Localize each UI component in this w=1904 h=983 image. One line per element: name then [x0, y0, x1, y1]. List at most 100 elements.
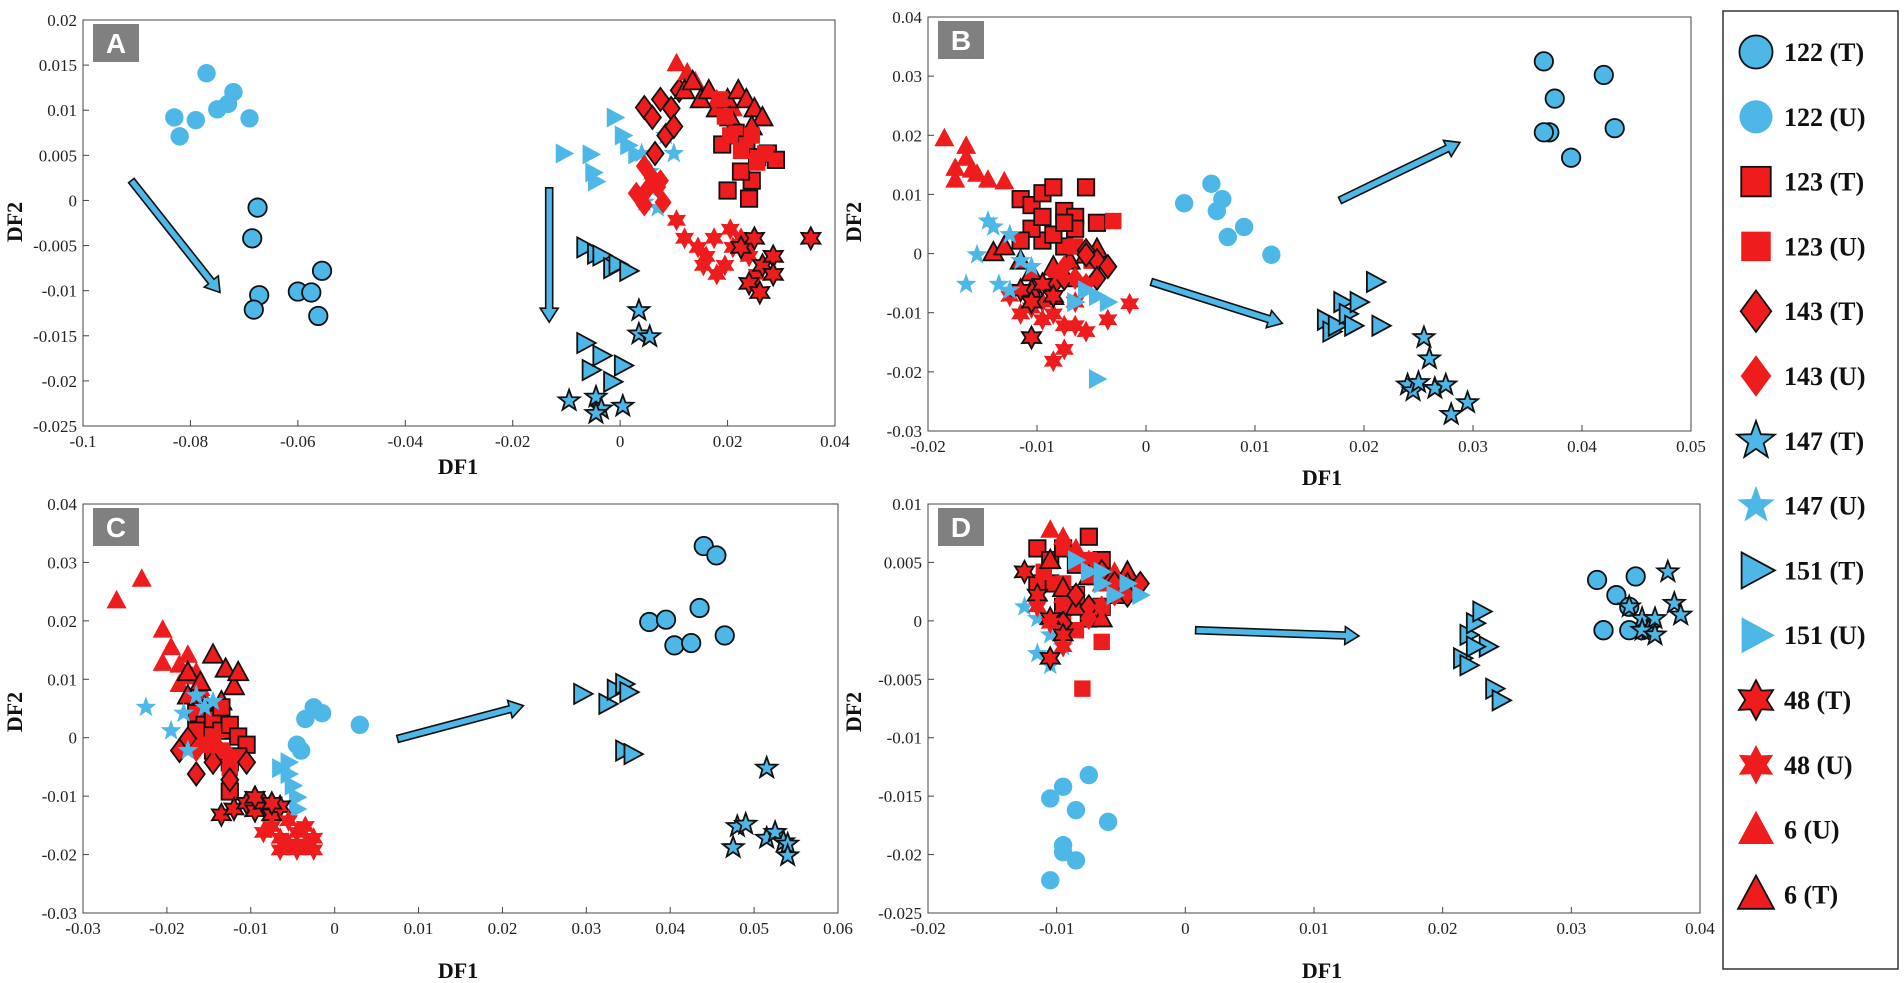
data-point [1119, 573, 1138, 594]
y-axis-label: DF2 [2, 202, 27, 242]
data-point [1491, 688, 1513, 712]
data-point [204, 733, 222, 757]
series-151-t [1453, 599, 1513, 712]
legend-marker [1740, 165, 1772, 198]
data-point [1105, 212, 1122, 230]
data-point [715, 254, 735, 277]
data-point [1098, 812, 1118, 832]
data-point [311, 260, 333, 281]
data-point [977, 210, 999, 230]
data-point [748, 279, 771, 306]
data-point [295, 815, 315, 838]
data-point [1053, 635, 1073, 658]
data-point [1416, 345, 1443, 370]
data-point [280, 752, 300, 773]
panel-label: D [951, 512, 971, 543]
y-tick-label: -0.02 [887, 363, 922, 382]
panel-label-box [93, 24, 139, 62]
data-point [1344, 314, 1366, 338]
panel-label-box [93, 508, 139, 546]
y-tick-label: 0.02 [47, 612, 77, 631]
data-point [556, 387, 583, 412]
data-point [696, 245, 716, 268]
data-point [221, 744, 239, 768]
data-point [1472, 599, 1494, 624]
data-point [1027, 595, 1047, 618]
data-point [1038, 645, 1062, 672]
data-point [720, 218, 740, 241]
x-tick-label: -0.08 [173, 432, 208, 451]
series-147-t [556, 296, 663, 425]
data-point [1098, 308, 1118, 331]
data-point [608, 252, 630, 277]
data-point [625, 296, 652, 322]
legend-marker [1741, 231, 1771, 262]
y-tick-label: 0.01 [892, 185, 922, 204]
data-point [961, 159, 982, 178]
data-point [1042, 283, 1065, 310]
data-point [1544, 88, 1565, 109]
data-point [1053, 843, 1073, 862]
data-point [1459, 653, 1481, 677]
y-axis-label: DF2 [841, 202, 866, 242]
data-point [1606, 585, 1627, 606]
data-point [1410, 323, 1437, 349]
legend-label: 48 (U) [1784, 751, 1853, 780]
data-point [295, 833, 315, 856]
legend-label: 6 (T) [1784, 880, 1838, 909]
data-point [988, 273, 1010, 294]
series-147-t [720, 754, 801, 867]
data-point [1067, 622, 1085, 639]
legend-item: 123 (T) [1740, 165, 1864, 198]
y-tick-label: 0.01 [47, 101, 77, 120]
x-tick-label: 0 [616, 432, 625, 451]
y-tick-label: -0.02 [42, 372, 77, 391]
data-point [681, 632, 702, 654]
legend-label: 123 (U) [1784, 232, 1866, 261]
data-point [642, 104, 662, 131]
series-123-t [1011, 178, 1107, 256]
data-point [762, 261, 785, 288]
data-point [224, 82, 243, 102]
data-point [576, 331, 598, 355]
trend-arrow [1337, 139, 1462, 205]
data-point [1641, 621, 1668, 646]
data-point [243, 299, 264, 320]
data-point [613, 354, 636, 378]
legend-item: 122 (U) [1739, 100, 1866, 134]
x-tick-label: 0 [1142, 437, 1151, 456]
y-tick-label: -0.01 [887, 729, 922, 748]
y-tick-label: -0.015 [33, 327, 77, 346]
data-point [1020, 324, 1043, 351]
x-tick-label: 0.03 [1556, 919, 1586, 938]
data-point [619, 680, 641, 704]
data-point [623, 742, 645, 766]
data-point [226, 659, 250, 682]
data-point [1032, 308, 1052, 331]
data-point [639, 611, 660, 633]
series-147-u [955, 210, 1042, 300]
data-point [1593, 620, 1614, 641]
data-point [1093, 633, 1110, 651]
data-point [663, 142, 685, 163]
data-point [1132, 585, 1151, 606]
data-point [291, 741, 311, 760]
data-point [718, 181, 737, 200]
series-147-t [1394, 323, 1481, 426]
series-151-t [573, 672, 645, 766]
data-point [714, 625, 735, 646]
data-point [756, 145, 774, 162]
x-tick-label: 0.02 [713, 432, 743, 451]
legend-label: 147 (U) [1784, 492, 1866, 521]
x-tick-label: 0.04 [655, 919, 685, 938]
legend-item: 123 (U) [1741, 231, 1866, 262]
data-point [555, 143, 575, 164]
data-point [188, 669, 212, 692]
legend-marker [1738, 745, 1774, 785]
data-point [186, 760, 206, 787]
y-tick-label: 0.02 [47, 11, 77, 30]
legend-marker [1738, 810, 1774, 844]
data-point [1234, 217, 1254, 237]
data-point [955, 273, 977, 294]
data-point [667, 209, 687, 232]
